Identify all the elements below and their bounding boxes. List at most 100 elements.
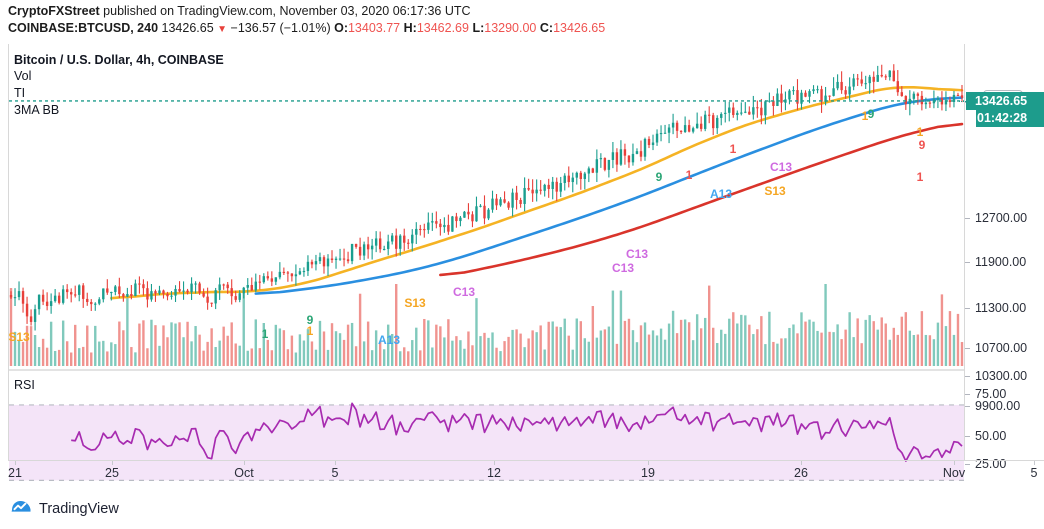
td-marker-a13: A13 — [709, 187, 733, 201]
price-change: −136.57 (−1.01%) — [230, 21, 331, 35]
legend-item-ti[interactable]: TI — [14, 86, 26, 100]
bar-countdown-badge: 01:42:28 — [976, 109, 1044, 127]
high-key: H: — [403, 21, 417, 35]
price-axis-label: 11900.00 — [975, 255, 1027, 269]
footer: TradingView — [10, 498, 119, 520]
time-axis-tick — [954, 461, 955, 465]
price-axis-label: 12700.00 — [975, 211, 1028, 225]
price-plot — [9, 64, 964, 366]
ma-mid-line — [110, 85, 964, 300]
time-axis-label: 21 — [8, 466, 22, 480]
open-value: 13403.77 — [347, 21, 401, 35]
price-axis-label: 11300.00 — [975, 301, 1027, 315]
chart-header: CryptoFXStreet published on TradingView.… — [8, 4, 1038, 38]
price-axis-label: 10700.00 — [975, 341, 1028, 355]
price-axis-tick — [965, 308, 970, 309]
rsi-pane[interactable] — [9, 370, 964, 502]
time-axis-tick — [494, 461, 495, 465]
pane-divider — [9, 369, 964, 370]
td-marker-s13: S13 — [8, 330, 30, 344]
down-triangle-icon: ▼ — [217, 24, 228, 35]
last-price: 13426.65 — [161, 21, 214, 35]
time-axis[interactable]: 21 25 Oct 5 12 19 26 Nov 5 — [8, 460, 1044, 486]
time-axis-label: Nov — [942, 466, 966, 480]
price-axis-label: 9900.00 — [975, 399, 1021, 413]
price-line-connector — [959, 100, 966, 102]
price-axis-tick — [965, 376, 970, 377]
time-axis-label: 12 — [487, 466, 501, 480]
td-marker-c13: C13 — [769, 160, 793, 174]
ma-slow-line — [439, 122, 964, 277]
td-marker-1: 1 — [729, 142, 737, 156]
time-axis-tick — [15, 461, 16, 465]
tradingview-logo-icon — [10, 498, 32, 520]
rsi-band — [9, 404, 964, 481]
candlestick-series — [9, 64, 964, 331]
time-axis-tick — [648, 461, 649, 465]
td-marker-s13: S13 — [764, 184, 786, 198]
quote-line: COINBASE:BTCUSD, 240 13426.65 ▼ −136.57 … — [8, 20, 1038, 38]
td-marker-9: 9 — [306, 313, 314, 327]
td-marker-1: 1 — [685, 168, 693, 182]
time-axis-label: Oct — [234, 466, 254, 480]
td-marker-9: 9 — [918, 138, 926, 152]
rsi-line — [71, 402, 963, 462]
td-marker-9: 9 — [655, 170, 663, 184]
low-value: 13290.00 — [484, 21, 537, 35]
td-marker-1: 1 — [861, 109, 869, 123]
td-marker-c13: C13 — [452, 285, 476, 299]
td-marker-1: 1 — [306, 324, 314, 338]
ma-fast-line — [254, 96, 964, 295]
price-axis-tick — [965, 262, 970, 263]
close-key: C: — [539, 21, 554, 35]
price-axis-label: 10300.00 — [975, 369, 1028, 383]
rsi-axis-tick — [965, 394, 970, 395]
volume-histogram — [9, 284, 964, 366]
td-marker-s13: S13 — [404, 296, 426, 310]
price-axis-tick — [965, 348, 970, 349]
rsi-legend-label[interactable]: RSI — [14, 378, 35, 392]
legend-item-3ma-bb[interactable]: 3MA BB — [14, 103, 60, 117]
time-axis-label: 5 — [1030, 466, 1038, 480]
price-axis[interactable]: 14100.0012700.0011900.0011300.0010700.00… — [959, 44, 1044, 471]
price-pane[interactable]: S13 1 9 1 A13 S13 C13 C13 C13 9 1 A13 1 S13 C13 1 9 1 9 1 — [8, 44, 964, 369]
td-marker-1: 1 — [916, 125, 924, 139]
open-key: O: — [334, 21, 348, 35]
rsi-plot — [9, 402, 964, 481]
time-axis-label: 5 — [331, 466, 339, 480]
tradingview-brand: TradingView — [39, 500, 119, 517]
price-axis-tick — [965, 218, 970, 219]
rsi-axis-label: 50.00 — [975, 429, 1007, 443]
td-marker-c13: C13 — [625, 247, 649, 261]
time-axis-label: 26 — [794, 466, 808, 480]
close-value: 13426.65 — [553, 21, 606, 35]
publisher-name: CryptoFXStreet — [8, 4, 100, 18]
legend-item-vol[interactable]: Vol — [14, 69, 32, 83]
time-axis-tick — [1034, 461, 1035, 465]
rsi-axis-tick — [965, 436, 970, 437]
publisher-line: CryptoFXStreet published on TradingView.… — [8, 4, 1038, 19]
td-marker-a13: A13 — [377, 333, 401, 347]
time-axis-label: 19 — [641, 466, 655, 480]
time-axis-label: 25 — [105, 466, 119, 480]
legend-title: Bitcoin / U.S. Dollar, 4h, COINBASE — [14, 53, 224, 67]
high-value: 13462.69 — [416, 21, 469, 35]
chart-legend: Bitcoin / U.S. Dollar, 4h, COINBASE Vol … — [14, 52, 224, 119]
rsi-axis-tick — [965, 464, 970, 465]
symbol-label: COINBASE:BTCUSD, 240 — [8, 21, 159, 35]
td-marker-1: 1 — [916, 170, 924, 184]
low-key: L: — [472, 21, 485, 35]
time-axis-tick — [244, 461, 245, 465]
td-marker-c13: C13 — [611, 261, 635, 275]
time-axis-tick — [801, 461, 802, 465]
time-axis-tick — [112, 461, 113, 465]
current-price-badge[interactable]: 13426.65 — [966, 91, 1044, 110]
td-marker-9: 9 — [867, 107, 875, 121]
td-marker-1: 1 — [261, 327, 269, 341]
price-axis-tick — [965, 406, 970, 407]
time-axis-tick — [335, 461, 336, 465]
chart-frame[interactable]: S13 1 9 1 A13 S13 C13 C13 C13 9 1 A13 1 S13 C13 1 9 1 9 1 — [8, 44, 964, 481]
rsi-axis-label: 75.00 — [975, 387, 1007, 401]
published-text: published on TradingView.com, November 0… — [103, 4, 471, 18]
